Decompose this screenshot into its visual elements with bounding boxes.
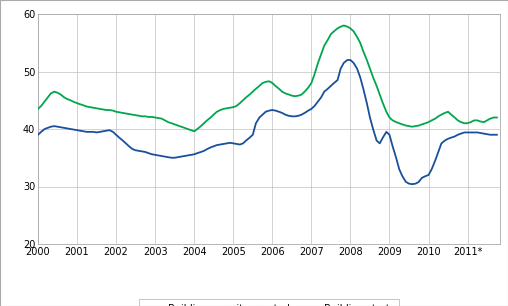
Legend: Building permits granted, Building starts: Building permits granted, Building start… xyxy=(139,300,399,306)
